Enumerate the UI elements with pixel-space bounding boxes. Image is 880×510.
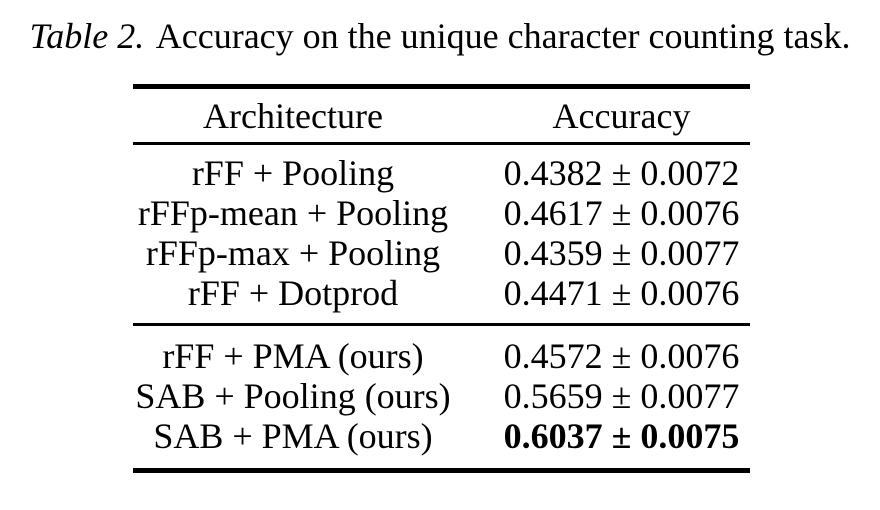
- architecture-cell: rFF + Dotprod: [187, 273, 399, 313]
- table-row: rFFp-max + Pooling 0.4359 ± 0.0077: [133, 233, 750, 273]
- ours-methods-section: rFF + PMA (ours) 0.4572 ± 0.0076 SAB + P…: [133, 326, 750, 468]
- table-header-row: Architecture Accuracy: [133, 89, 750, 145]
- caption-text: Accuracy on the unique character countin…: [155, 16, 851, 56]
- baseline-methods-section: rFF + Pooling 0.4382 ± 0.0072 rFFp-mean …: [133, 145, 750, 326]
- accuracy-cell: 0.5659 ± 0.0077: [503, 376, 740, 416]
- table-row: rFFp-mean + Pooling 0.4617 ± 0.0076: [133, 193, 750, 233]
- accuracy-cell: 0.4359 ± 0.0077: [503, 233, 740, 273]
- architecture-cell: rFFp-max + Pooling: [145, 233, 441, 273]
- table-row: rFF + PMA (ours) 0.4572 ± 0.0076: [133, 336, 750, 376]
- accuracy-cell: 0.4617 ± 0.0076: [503, 193, 740, 233]
- architecture-cell: rFF + Pooling: [191, 153, 395, 193]
- table-row: SAB + PMA (ours) 0.6037 ± 0.0075: [133, 416, 750, 456]
- architecture-cell: SAB + Pooling (ours): [135, 376, 451, 416]
- caption-label: Table 2.: [29, 16, 145, 56]
- column-header-architecture: Architecture: [203, 95, 383, 136]
- results-table: Architecture Accuracy rFF + Pooling 0.43…: [133, 84, 750, 473]
- accuracy-cell: 0.4572 ± 0.0076: [503, 336, 740, 376]
- architecture-cell: rFF + PMA (ours): [162, 336, 424, 376]
- table-row: rFF + Pooling 0.4382 ± 0.0072: [133, 153, 750, 193]
- accuracy-cell: 0.4471 ± 0.0076: [503, 273, 740, 313]
- table-row: rFF + Dotprod 0.4471 ± 0.0076: [133, 273, 750, 313]
- accuracy-cell: 0.4382 ± 0.0072: [503, 153, 740, 193]
- architecture-cell: SAB + PMA (ours): [153, 416, 433, 456]
- table-row: SAB + Pooling (ours) 0.5659 ± 0.0077: [133, 376, 750, 416]
- table-caption: Table 2. Accuracy on the unique character…: [10, 14, 870, 58]
- accuracy-cell-best: 0.6037 ± 0.0075: [503, 416, 740, 456]
- column-header-accuracy: Accuracy: [552, 95, 691, 136]
- architecture-cell: rFFp-mean + Pooling: [137, 193, 449, 233]
